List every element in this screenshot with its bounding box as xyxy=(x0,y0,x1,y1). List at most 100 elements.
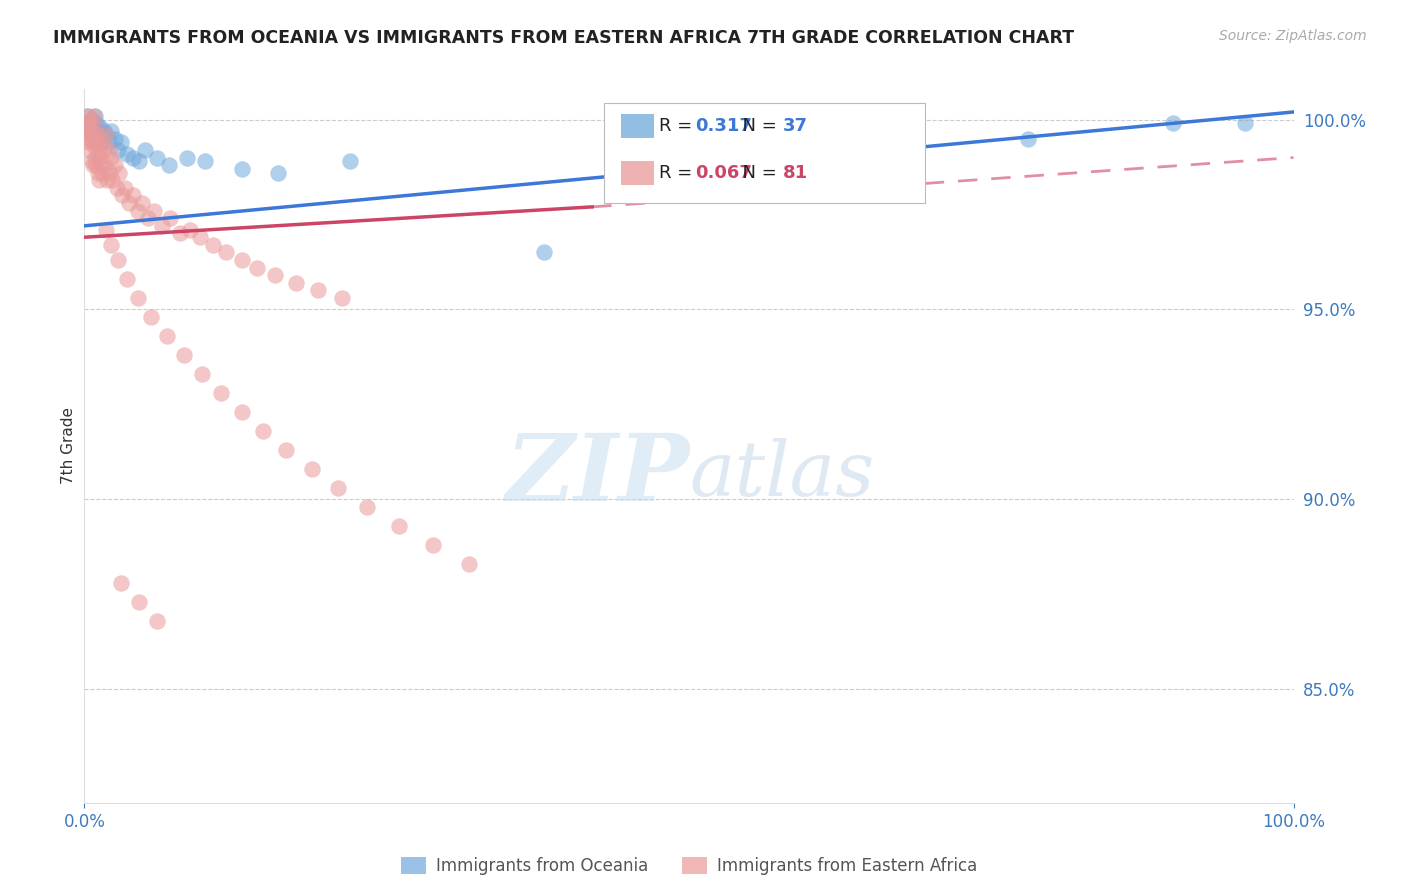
Point xyxy=(121,151,143,165)
Point xyxy=(121,188,143,202)
Point xyxy=(131,196,153,211)
Point xyxy=(77,124,100,138)
Point xyxy=(89,151,111,165)
FancyBboxPatch shape xyxy=(621,114,654,138)
Text: atlas: atlas xyxy=(689,438,875,511)
Point xyxy=(194,154,217,169)
Point xyxy=(118,196,141,211)
Text: ZIP: ZIP xyxy=(505,430,689,519)
Text: Source: ZipAtlas.com: Source: ZipAtlas.com xyxy=(1219,29,1367,43)
Text: R =: R = xyxy=(659,164,697,182)
Point xyxy=(91,166,114,180)
Point xyxy=(84,120,107,135)
Point xyxy=(246,260,269,275)
Point xyxy=(94,128,117,142)
Text: 0.067: 0.067 xyxy=(695,164,752,182)
Point xyxy=(215,245,238,260)
Point xyxy=(93,143,115,157)
Point xyxy=(859,146,882,161)
Point xyxy=(330,291,353,305)
Point xyxy=(176,151,198,165)
Point xyxy=(422,538,444,552)
Point xyxy=(79,124,101,138)
Point xyxy=(264,268,287,283)
Point xyxy=(82,158,104,172)
Point xyxy=(111,188,134,202)
Point xyxy=(80,154,103,169)
Point xyxy=(100,124,122,138)
Point xyxy=(90,158,112,172)
Point xyxy=(107,143,129,157)
Point xyxy=(179,222,201,236)
Point xyxy=(231,405,253,419)
Point xyxy=(77,109,100,123)
Point xyxy=(128,154,150,169)
Point xyxy=(108,166,131,180)
Point xyxy=(80,112,103,127)
Point xyxy=(339,154,361,169)
Point xyxy=(91,131,114,145)
Point xyxy=(87,173,110,187)
Point xyxy=(86,166,108,180)
Point xyxy=(100,151,122,165)
Point xyxy=(114,181,136,195)
Point xyxy=(87,143,110,157)
Point xyxy=(82,136,104,150)
Point xyxy=(77,143,100,157)
Point xyxy=(94,128,117,142)
Point xyxy=(533,245,555,260)
Point xyxy=(155,329,177,343)
Point xyxy=(84,109,107,123)
Point xyxy=(201,237,224,252)
Text: IMMIGRANTS FROM OCEANIA VS IMMIGRANTS FROM EASTERN AFRICA 7TH GRADE CORRELATION : IMMIGRANTS FROM OCEANIA VS IMMIGRANTS FR… xyxy=(53,29,1074,46)
Point xyxy=(86,158,108,172)
Point xyxy=(307,284,329,298)
Text: N =: N = xyxy=(731,117,783,135)
Point xyxy=(77,116,100,130)
Point xyxy=(110,136,132,150)
Point xyxy=(143,203,166,218)
Point xyxy=(82,120,104,135)
Point xyxy=(94,158,117,172)
Point xyxy=(110,575,132,590)
Point xyxy=(134,143,156,157)
Point xyxy=(91,136,114,150)
Point xyxy=(190,367,212,381)
Point xyxy=(87,131,110,145)
Point xyxy=(83,109,105,123)
Legend: Immigrants from Oceania, Immigrants from Eastern Africa: Immigrants from Oceania, Immigrants from… xyxy=(394,850,984,882)
Point xyxy=(173,348,195,362)
Text: R =: R = xyxy=(659,117,697,135)
Point xyxy=(93,124,115,138)
FancyBboxPatch shape xyxy=(605,103,925,203)
Point xyxy=(76,109,98,123)
Point xyxy=(128,594,150,608)
Point xyxy=(86,128,108,142)
Point xyxy=(107,252,129,267)
Point xyxy=(77,136,100,150)
Point xyxy=(190,230,212,244)
Point xyxy=(1017,131,1039,145)
Point xyxy=(84,151,107,165)
Point xyxy=(89,120,111,135)
Text: 0.317: 0.317 xyxy=(695,117,752,135)
Point xyxy=(276,442,298,457)
Point xyxy=(97,136,120,150)
Point xyxy=(76,120,98,135)
Point xyxy=(86,136,108,150)
Point xyxy=(90,128,112,142)
Point xyxy=(94,222,117,236)
Point xyxy=(127,291,149,305)
Point xyxy=(388,518,411,533)
Point xyxy=(231,252,253,267)
Point xyxy=(209,385,232,400)
Point xyxy=(1161,116,1184,130)
Point xyxy=(100,237,122,252)
Text: 37: 37 xyxy=(783,117,808,135)
Point xyxy=(98,166,121,180)
Point xyxy=(138,211,160,226)
Point xyxy=(150,219,173,233)
Point xyxy=(79,131,101,145)
Point xyxy=(159,211,181,226)
Point xyxy=(146,151,169,165)
